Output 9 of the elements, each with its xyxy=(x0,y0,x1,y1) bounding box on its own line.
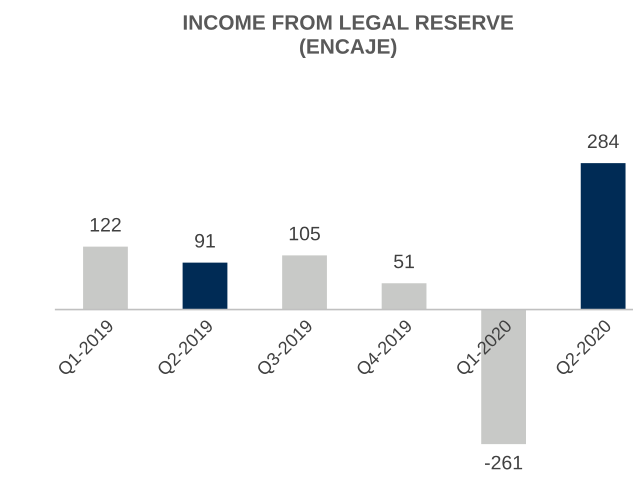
chart-title: INCOME FROM LEGAL RESERVE (ENCAJE) xyxy=(184,15,514,58)
data-label: 51 xyxy=(394,254,414,268)
data-label: 91 xyxy=(195,234,215,248)
data-label: 284 xyxy=(588,134,619,148)
data-label: -261 xyxy=(485,456,522,470)
bar xyxy=(182,262,228,310)
data-label: 105 xyxy=(290,226,320,240)
bar xyxy=(580,163,626,310)
data-label: 122 xyxy=(90,218,121,232)
